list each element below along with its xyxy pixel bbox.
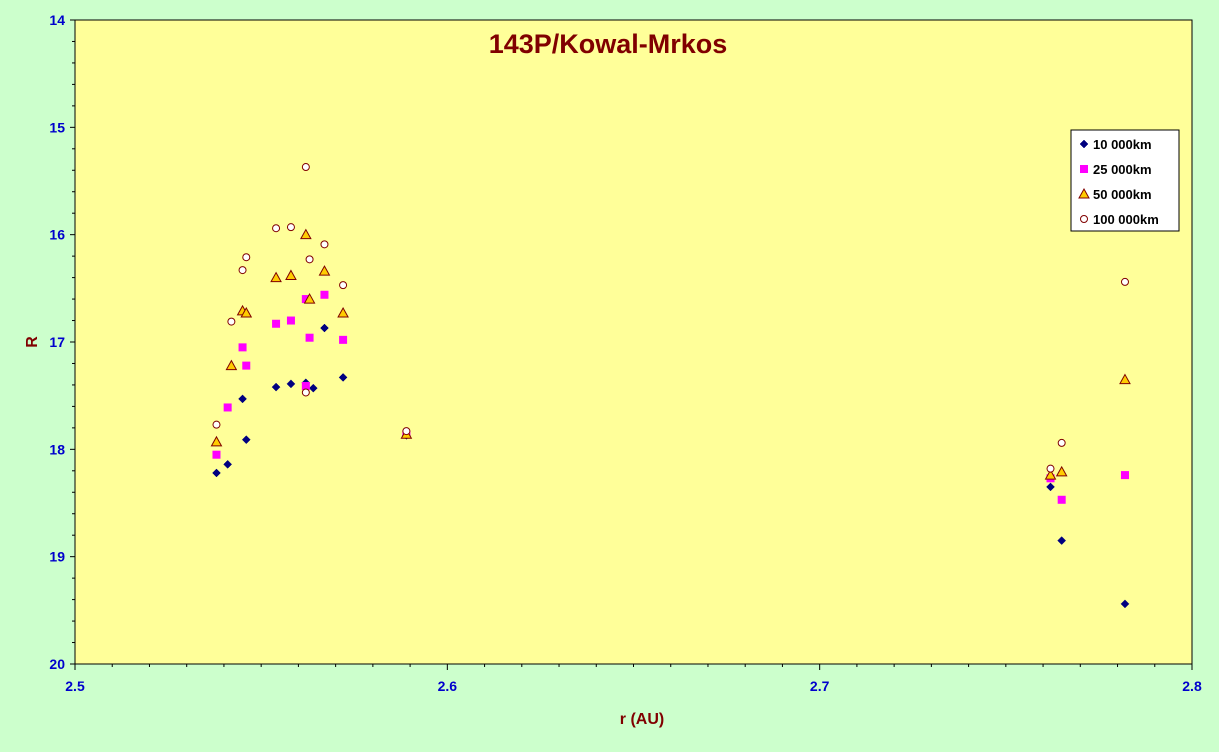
triangle-point xyxy=(337,306,349,318)
diamond-point xyxy=(1120,599,1130,609)
triangle-point xyxy=(240,306,253,318)
y-tick-label: 14 xyxy=(49,12,65,28)
square-point xyxy=(320,290,329,299)
x-tick-label: 2.5 xyxy=(65,678,85,694)
y-tick-label: 20 xyxy=(49,656,65,672)
diamond-point xyxy=(1046,482,1055,492)
circle-point xyxy=(242,253,251,262)
y-tick-label: 17 xyxy=(49,334,65,350)
diamond-point xyxy=(308,383,318,393)
legend-entry-label: 50 000km xyxy=(1093,187,1152,202)
circle-point xyxy=(305,255,314,264)
circle-point xyxy=(227,317,236,326)
triangle-point xyxy=(303,293,316,304)
diamond-point xyxy=(212,468,221,478)
data-series xyxy=(210,163,1131,609)
x-tick-label: 2.6 xyxy=(438,678,458,694)
circle-point xyxy=(272,224,281,233)
square-point xyxy=(238,343,247,352)
circle-point xyxy=(320,240,329,249)
series-triangle xyxy=(210,228,1131,480)
square-point xyxy=(301,382,310,391)
legend-entry-label: 25 000km xyxy=(1093,162,1152,177)
x-axis: 2.5 2.6 2.7 2.8 xyxy=(65,664,1202,694)
circle-point xyxy=(238,266,247,275)
legend: 10 000km 25 000km 50 000km 100 000km xyxy=(1070,129,1180,232)
square-point xyxy=(305,333,314,342)
x-tick-label: 2.8 xyxy=(1182,678,1202,694)
chart-title: 143P/Kowal-Mrkos xyxy=(489,29,728,59)
diamond-point xyxy=(286,379,296,389)
legend-entry-label: 100 000km xyxy=(1093,212,1159,227)
legend-triangle-marker xyxy=(1078,187,1090,199)
square-point xyxy=(339,335,348,344)
y-tick-label: 16 xyxy=(49,227,65,243)
diamond-point xyxy=(1057,536,1067,545)
diamond-point xyxy=(238,394,247,404)
triangle-point xyxy=(318,265,331,276)
triangle-point xyxy=(299,228,312,240)
x-tick-label: 2.7 xyxy=(810,678,830,694)
y-tick-label: 19 xyxy=(49,549,65,565)
legend-diamond-marker xyxy=(1079,139,1089,149)
circle-point xyxy=(402,427,411,436)
triangle-point xyxy=(210,435,223,447)
series-circle xyxy=(212,163,1129,473)
square-point xyxy=(1120,471,1129,480)
triangle-point xyxy=(1044,469,1057,480)
square-point xyxy=(301,295,310,304)
square-point xyxy=(1057,495,1066,504)
circle-point xyxy=(301,388,310,397)
diamond-point xyxy=(320,323,329,333)
legend-entry-label: 10 000km xyxy=(1093,137,1152,152)
square-point xyxy=(212,450,221,459)
diamond-point xyxy=(223,460,233,469)
square-point xyxy=(286,316,295,325)
y-axis: 14 15 16 17 18 19 20 xyxy=(49,12,75,672)
circle-point xyxy=(1046,464,1055,473)
circle-point xyxy=(212,420,221,429)
series-diamond xyxy=(212,323,1130,609)
triangle-point xyxy=(1055,465,1068,477)
square-point xyxy=(242,361,251,370)
diamond-point xyxy=(241,435,251,445)
plot-area xyxy=(74,19,1193,665)
circle-point xyxy=(339,281,348,290)
y-tick-label: 15 xyxy=(49,119,65,135)
square-point xyxy=(223,403,232,412)
triangle-point xyxy=(1119,373,1131,385)
circle-point xyxy=(1120,277,1129,286)
x-axis-label: r (AU) xyxy=(620,711,664,728)
legend-circle-marker xyxy=(1080,215,1088,223)
triangle-point xyxy=(225,359,238,371)
circle-point xyxy=(301,163,310,172)
diamond-point xyxy=(271,382,281,392)
legend-square-marker xyxy=(1080,165,1088,173)
triangle-point xyxy=(270,271,282,283)
legend-box xyxy=(1070,129,1180,232)
diamond-point xyxy=(338,373,348,382)
triangle-point xyxy=(285,269,297,280)
circle-point xyxy=(1057,438,1066,447)
square-point xyxy=(272,319,281,328)
y-tick-label: 18 xyxy=(49,441,65,457)
y-axis-label: R xyxy=(24,336,41,348)
circle-point xyxy=(286,223,295,232)
